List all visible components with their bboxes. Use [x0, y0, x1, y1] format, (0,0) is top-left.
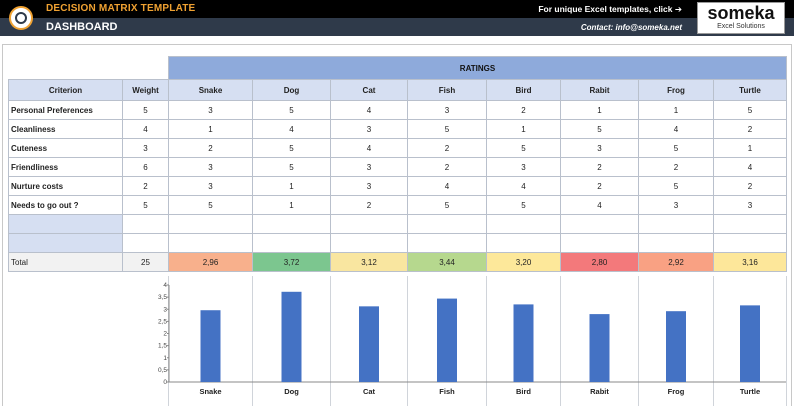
ratings-header: RATINGS [168, 56, 787, 80]
criterion-cell[interactable]: Cuteness [8, 138, 123, 158]
y-tick-label: 1,5 [158, 343, 167, 350]
decision-matrix-table: RATINGS Criterion Weight Snake Dog Cat F… [8, 56, 787, 272]
total-score: 3,20 [486, 252, 561, 272]
total-score: 2,96 [168, 252, 253, 272]
total-score: 2,80 [560, 252, 639, 272]
bar-dog [281, 291, 302, 382]
brand-name: someka [707, 3, 775, 23]
promo-link[interactable]: For unique Excel templates, click ➔ [538, 4, 682, 14]
option-header: Turtle [713, 79, 787, 101]
bar-rabit [589, 314, 610, 382]
bar-cat [359, 306, 379, 382]
y-tick-label: 0 [163, 379, 167, 386]
title-bar [0, 0, 794, 18]
table-row: Friendliness 6 3 5 3 2 3 2 2 4 [8, 157, 787, 177]
x-tick-label: Dog [284, 387, 299, 396]
bar-frog [666, 311, 686, 382]
bar-turtle [740, 305, 760, 382]
bar-fish [437, 298, 457, 382]
x-tick-label: Cat [363, 387, 376, 396]
x-tick-label: Frog [668, 387, 685, 396]
y-tick-label: 2,5 [158, 318, 167, 325]
app-title: DECISION MATRIX TEMPLATE [46, 3, 196, 14]
table-row: Personal Preferences 5 3 5 4 3 2 1 1 5 [8, 100, 787, 120]
weight-header: Weight [122, 79, 169, 101]
app-logo-icon [9, 6, 33, 30]
brand-logo[interactable]: someka Excel Solutions [697, 2, 785, 34]
y-tick-label: 3,5 [158, 294, 167, 301]
blank-cell [8, 56, 123, 80]
x-tick-label: Fish [439, 387, 455, 396]
bar-snake [200, 310, 221, 382]
total-label: Total [8, 252, 123, 272]
y-tick-label: 4 [163, 282, 167, 289]
criterion-cell[interactable]: Nurture costs [8, 176, 123, 196]
divider [2, 44, 792, 45]
contact-email[interactable]: Contact: info@someka.net [580, 23, 682, 32]
total-score: 3,72 [252, 252, 331, 272]
bar-bird [513, 304, 534, 382]
total-score: 3,44 [407, 252, 487, 272]
y-tick-label: 2 [163, 331, 167, 338]
criterion-cell[interactable]: Cleanliness [8, 119, 123, 139]
total-score: 3,12 [330, 252, 408, 272]
total-weight: 25 [122, 252, 169, 272]
option-header: Cat [330, 79, 408, 101]
brand-subtitle: Excel Solutions [717, 23, 765, 30]
x-tick-label: Turtle [740, 387, 760, 396]
x-tick-label: Rabit [590, 387, 609, 396]
table-row [8, 233, 787, 253]
total-score: 2,92 [638, 252, 714, 272]
page-title: DASHBOARD [46, 21, 118, 33]
y-tick-label: 1 [163, 355, 167, 362]
option-header: Rabit [560, 79, 639, 101]
option-header: Frog [638, 79, 714, 101]
x-tick-label: Snake [199, 387, 221, 396]
x-tick-label: Bird [516, 387, 531, 396]
blank-cell [122, 56, 169, 80]
dashboard-frame [2, 44, 792, 406]
criterion-header: Criterion [8, 79, 123, 101]
y-tick-label: 3 [163, 306, 167, 313]
option-header: Dog [252, 79, 331, 101]
y-tick-label: 0,5 [158, 367, 167, 374]
table-row [8, 214, 787, 234]
criterion-cell[interactable]: Personal Preferences [8, 100, 123, 120]
subtitle-bar [0, 18, 794, 36]
total-score: 3,16 [713, 252, 787, 272]
